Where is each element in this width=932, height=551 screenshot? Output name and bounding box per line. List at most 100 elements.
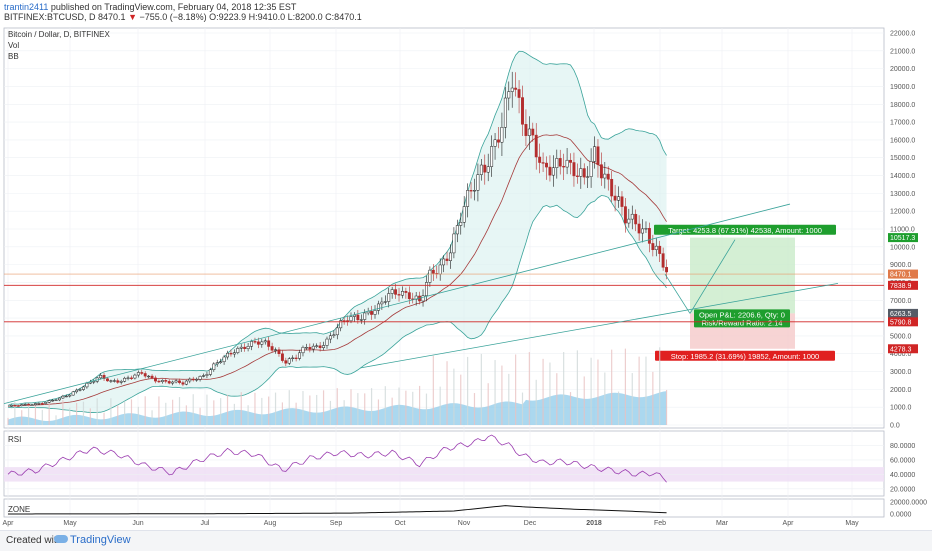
candle-body: [47, 400, 51, 403]
volume-bar: [172, 399, 174, 425]
candle-body: [541, 162, 545, 164]
target-zone: [690, 237, 795, 314]
candle-body: [171, 381, 175, 384]
candle-body: [500, 127, 504, 143]
author-link[interactable]: trantin2411: [4, 2, 49, 12]
pnl-label-box: [694, 309, 790, 328]
zone-line: [7, 505, 667, 515]
candle-body: [425, 282, 428, 296]
volume-bar: [412, 391, 414, 425]
volume-bar: [165, 402, 167, 425]
candle-body: [603, 173, 607, 179]
candle-body: [551, 167, 555, 176]
candle-body: [82, 386, 85, 390]
volume-bar: [309, 395, 311, 425]
candle-body: [191, 378, 195, 381]
volume-bar: [110, 398, 112, 425]
candle-body: [243, 346, 247, 349]
volume-bar: [14, 401, 16, 425]
candle-body: [61, 395, 65, 399]
candle-body: [606, 173, 610, 180]
candle-body: [503, 97, 507, 128]
volume-bar: [130, 399, 133, 425]
trend-line-lower: [359, 282, 839, 369]
candle-body: [205, 374, 209, 376]
candle-body: [476, 174, 480, 191]
candle-body: [613, 195, 617, 201]
candle-body: [202, 375, 205, 377]
time-tick-label: Apr: [783, 520, 795, 527]
candle-body: [126, 377, 130, 379]
price-tag: [888, 344, 918, 354]
candle-body: [404, 291, 408, 293]
candle-body: [184, 380, 188, 385]
volume-bar: [542, 358, 544, 425]
price-tick-label: 15000.0: [890, 155, 915, 162]
candle-body: [514, 87, 518, 90]
candle-body: [342, 320, 346, 322]
candle-body: [92, 381, 96, 383]
candle-body: [20, 404, 24, 407]
created-with-text: Created with: [6, 535, 63, 546]
volume-bar: [274, 392, 277, 425]
candle-body: [58, 397, 61, 401]
volume-bar: [233, 403, 235, 425]
price-tick-label: 2000.0: [890, 387, 912, 394]
time-tick-label: Nov: [458, 520, 471, 527]
volume-bar: [158, 396, 160, 425]
volume-bar: [302, 391, 304, 425]
candle-body: [370, 311, 374, 315]
candle-body: [538, 156, 542, 163]
candle-body: [654, 245, 658, 250]
tradingview-logo-text[interactable]: TradingView: [70, 534, 131, 546]
candle-body: [311, 345, 315, 350]
candle-body: [545, 162, 548, 168]
candle-body: [246, 346, 250, 349]
price-tick-label: 11000.0: [890, 227, 915, 234]
candle-body: [510, 87, 514, 92]
candle-body: [641, 228, 644, 234]
candle-body: [473, 190, 476, 192]
candle-body: [610, 178, 614, 197]
volume-bar: [21, 410, 23, 425]
candle-body: [274, 349, 277, 351]
volume-bar: [82, 401, 85, 425]
time-tick-label: Jul: [201, 520, 210, 527]
candle-body: [466, 190, 470, 207]
volume-bar: [213, 400, 215, 425]
candle-body: [215, 362, 219, 365]
volume-bar: [185, 405, 187, 425]
candle-body: [565, 159, 569, 168]
price-tick-label: 0.0: [890, 423, 900, 430]
candle-body: [85, 382, 89, 388]
price-tick-label: 9000.0: [890, 262, 912, 269]
candle-body: [493, 139, 497, 147]
candle-body: [332, 334, 336, 337]
time-axis: Apr May Jun Jul Aug Sep Oct Nov Dec 2018 Feb Mar Apr…: [3, 520, 860, 527]
volume-bar: [624, 348, 626, 425]
volume-bar: [645, 356, 647, 425]
rsi-tick-label: 40.0000: [890, 472, 915, 479]
candle-body: [438, 264, 442, 275]
candle-body: [593, 146, 596, 162]
candle-body: [390, 289, 394, 294]
volume-bar: [247, 405, 249, 425]
projection-line-up: [689, 239, 736, 314]
price-tick-label: 12000.0: [890, 209, 915, 216]
drawn-lines[interactable]: [3, 203, 884, 405]
chart-canvas[interactable]: Target: 4253.8 (67.91%) 42538, Amount: 1…: [0, 0, 932, 530]
candle-body: [315, 345, 319, 347]
candle-body: [250, 341, 253, 347]
volume-bar: [446, 361, 448, 425]
candle-body: [486, 166, 490, 173]
candle-body: [459, 222, 463, 226]
rsi-line: [7, 434, 667, 483]
volume-bar: [590, 357, 592, 425]
volume-bar: [192, 394, 194, 425]
candle-body: [507, 91, 511, 99]
time-tick-label: Sep: [330, 520, 343, 527]
volume-bar: [460, 374, 462, 425]
price-tag-text: 6263.5: [890, 311, 912, 318]
candle-body: [106, 378, 109, 382]
volume-bar: [350, 389, 352, 425]
